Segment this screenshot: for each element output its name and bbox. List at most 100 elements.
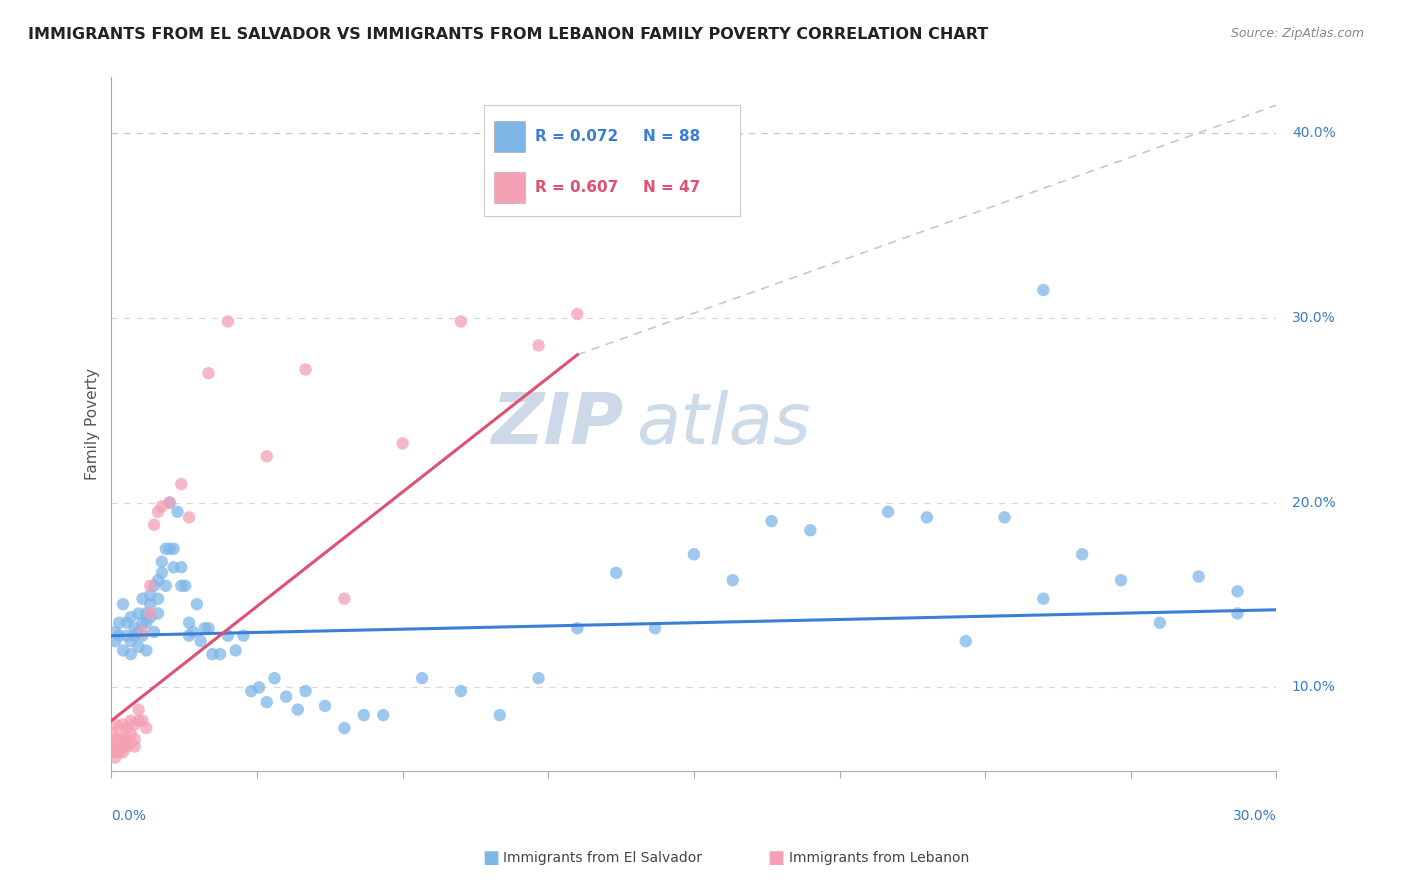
Point <box>108 721 131 735</box>
Point <box>108 732 131 747</box>
Point <box>108 615 131 630</box>
Point <box>240 684 263 698</box>
Point <box>197 621 219 635</box>
Point <box>1071 547 1094 561</box>
Text: 20.0%: 20.0% <box>1292 496 1336 509</box>
Point <box>108 739 131 754</box>
Point <box>143 579 166 593</box>
Point <box>225 643 247 657</box>
Point <box>112 732 135 747</box>
Point <box>391 436 413 450</box>
Point <box>915 510 938 524</box>
Point <box>135 607 157 621</box>
Point <box>450 684 472 698</box>
Point <box>112 643 135 657</box>
Point <box>139 597 162 611</box>
Point <box>232 629 254 643</box>
Point <box>194 621 217 635</box>
Point <box>131 714 153 728</box>
Point <box>217 314 239 328</box>
Point <box>143 517 166 532</box>
Point <box>353 708 375 723</box>
Point <box>112 717 135 731</box>
Point <box>115 721 138 735</box>
Point <box>567 307 589 321</box>
Point <box>247 681 270 695</box>
Text: Immigrants from El Salvador: Immigrants from El Salvador <box>503 851 703 865</box>
Point <box>1149 615 1171 630</box>
Point <box>143 624 166 639</box>
Point <box>139 588 162 602</box>
Point <box>1226 584 1249 599</box>
Point <box>450 314 472 328</box>
Point <box>170 477 193 491</box>
Point <box>104 739 127 754</box>
Point <box>190 634 212 648</box>
Point <box>209 647 232 661</box>
Point <box>139 610 162 624</box>
Point <box>139 579 162 593</box>
Point <box>181 624 204 639</box>
Point <box>166 505 188 519</box>
Point <box>124 717 146 731</box>
Point <box>135 615 157 630</box>
Text: 10.0%: 10.0% <box>1292 681 1336 694</box>
Text: ■: ■ <box>482 849 499 867</box>
Point <box>120 714 142 728</box>
Point <box>155 541 177 556</box>
Point <box>131 629 153 643</box>
Point <box>112 739 135 754</box>
Point <box>124 621 146 635</box>
Text: ZIP: ZIP <box>492 390 624 458</box>
Point <box>799 524 821 538</box>
Point <box>955 634 977 648</box>
Point <box>644 621 666 635</box>
Point <box>112 745 135 759</box>
Point <box>170 560 193 574</box>
Point <box>263 671 285 685</box>
Point <box>1188 569 1211 583</box>
Point <box>201 647 224 661</box>
Point <box>1109 573 1132 587</box>
Point <box>115 615 138 630</box>
Point <box>333 591 356 606</box>
Point <box>150 555 173 569</box>
Point <box>124 629 146 643</box>
Point <box>146 591 169 606</box>
Point <box>993 510 1015 524</box>
Point <box>1032 591 1054 606</box>
Point <box>333 721 356 735</box>
Point <box>124 739 146 754</box>
Point <box>177 629 200 643</box>
Point <box>488 708 510 723</box>
Point <box>877 505 900 519</box>
Point <box>177 615 200 630</box>
Point <box>128 714 150 728</box>
Point <box>721 573 744 587</box>
Point <box>112 597 135 611</box>
Point <box>120 726 142 740</box>
Point <box>159 541 181 556</box>
Point <box>294 362 316 376</box>
Point <box>108 629 131 643</box>
Point <box>186 597 208 611</box>
Point <box>1032 283 1054 297</box>
Point <box>104 624 127 639</box>
Point <box>135 643 157 657</box>
Point <box>128 640 150 654</box>
Point <box>605 566 627 580</box>
Point <box>197 366 219 380</box>
Text: 30.0%: 30.0% <box>1233 809 1277 823</box>
Point <box>683 547 706 561</box>
Point <box>120 736 142 750</box>
Point <box>115 629 138 643</box>
Point <box>104 634 127 648</box>
Point <box>131 591 153 606</box>
Text: ■: ■ <box>768 849 785 867</box>
Point <box>128 624 150 639</box>
Point <box>104 732 127 747</box>
Point <box>174 579 197 593</box>
Point <box>120 634 142 648</box>
Point <box>177 510 200 524</box>
Point <box>314 698 336 713</box>
